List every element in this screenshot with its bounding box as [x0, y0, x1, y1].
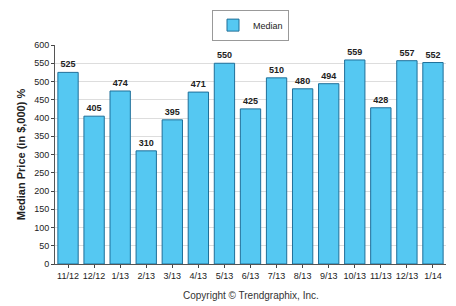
svg-text:600: 600 — [34, 40, 49, 50]
svg-text:100: 100 — [34, 223, 49, 233]
svg-text:0: 0 — [44, 259, 49, 269]
svg-text:200: 200 — [34, 186, 49, 196]
svg-text:471: 471 — [191, 79, 206, 89]
svg-text:557: 557 — [399, 48, 414, 58]
svg-text:559: 559 — [347, 47, 362, 57]
svg-text:474: 474 — [113, 78, 128, 88]
svg-text:5/13: 5/13 — [216, 271, 234, 281]
svg-text:510: 510 — [269, 65, 284, 75]
svg-text:11/13: 11/13 — [370, 271, 392, 281]
svg-text:395: 395 — [165, 107, 180, 117]
svg-text:7/13: 7/13 — [268, 271, 286, 281]
svg-text:10/13: 10/13 — [344, 271, 367, 281]
svg-text:310: 310 — [139, 138, 154, 148]
svg-text:500: 500 — [34, 77, 49, 87]
svg-text:480: 480 — [295, 76, 310, 86]
svg-text:400: 400 — [34, 113, 49, 123]
svg-text:1/13: 1/13 — [111, 271, 129, 281]
svg-text:Median: Median — [253, 21, 283, 31]
svg-text:11/12: 11/12 — [57, 271, 79, 281]
svg-text:6/13: 6/13 — [242, 271, 260, 281]
svg-text:428: 428 — [373, 95, 388, 105]
svg-text:525: 525 — [61, 59, 76, 69]
svg-text:494: 494 — [321, 71, 336, 81]
svg-text:450: 450 — [34, 95, 49, 105]
svg-text:552: 552 — [425, 50, 440, 60]
svg-text:550: 550 — [217, 50, 232, 60]
svg-text:12/13: 12/13 — [396, 271, 419, 281]
svg-text:250: 250 — [34, 168, 49, 178]
svg-text:3/13: 3/13 — [164, 271, 182, 281]
svg-text:Copyright © Trendgraphix, Inc.: Copyright © Trendgraphix, Inc. — [183, 290, 319, 301]
svg-text:Median Price (in $,000) %: Median Price (in $,000) % — [15, 89, 27, 221]
svg-text:4/13: 4/13 — [190, 271, 208, 281]
svg-text:405: 405 — [87, 103, 102, 113]
svg-text:350: 350 — [34, 131, 49, 141]
svg-text:300: 300 — [34, 150, 49, 160]
svg-text:425: 425 — [243, 96, 258, 106]
svg-text:550: 550 — [34, 58, 49, 68]
svg-text:12/12: 12/12 — [83, 271, 106, 281]
svg-text:1/14: 1/14 — [424, 271, 442, 281]
svg-text:9/13: 9/13 — [320, 271, 338, 281]
svg-text:150: 150 — [34, 204, 49, 214]
svg-text:8/13: 8/13 — [294, 271, 312, 281]
svg-text:50: 50 — [39, 241, 49, 251]
svg-text:2/13: 2/13 — [137, 271, 155, 281]
